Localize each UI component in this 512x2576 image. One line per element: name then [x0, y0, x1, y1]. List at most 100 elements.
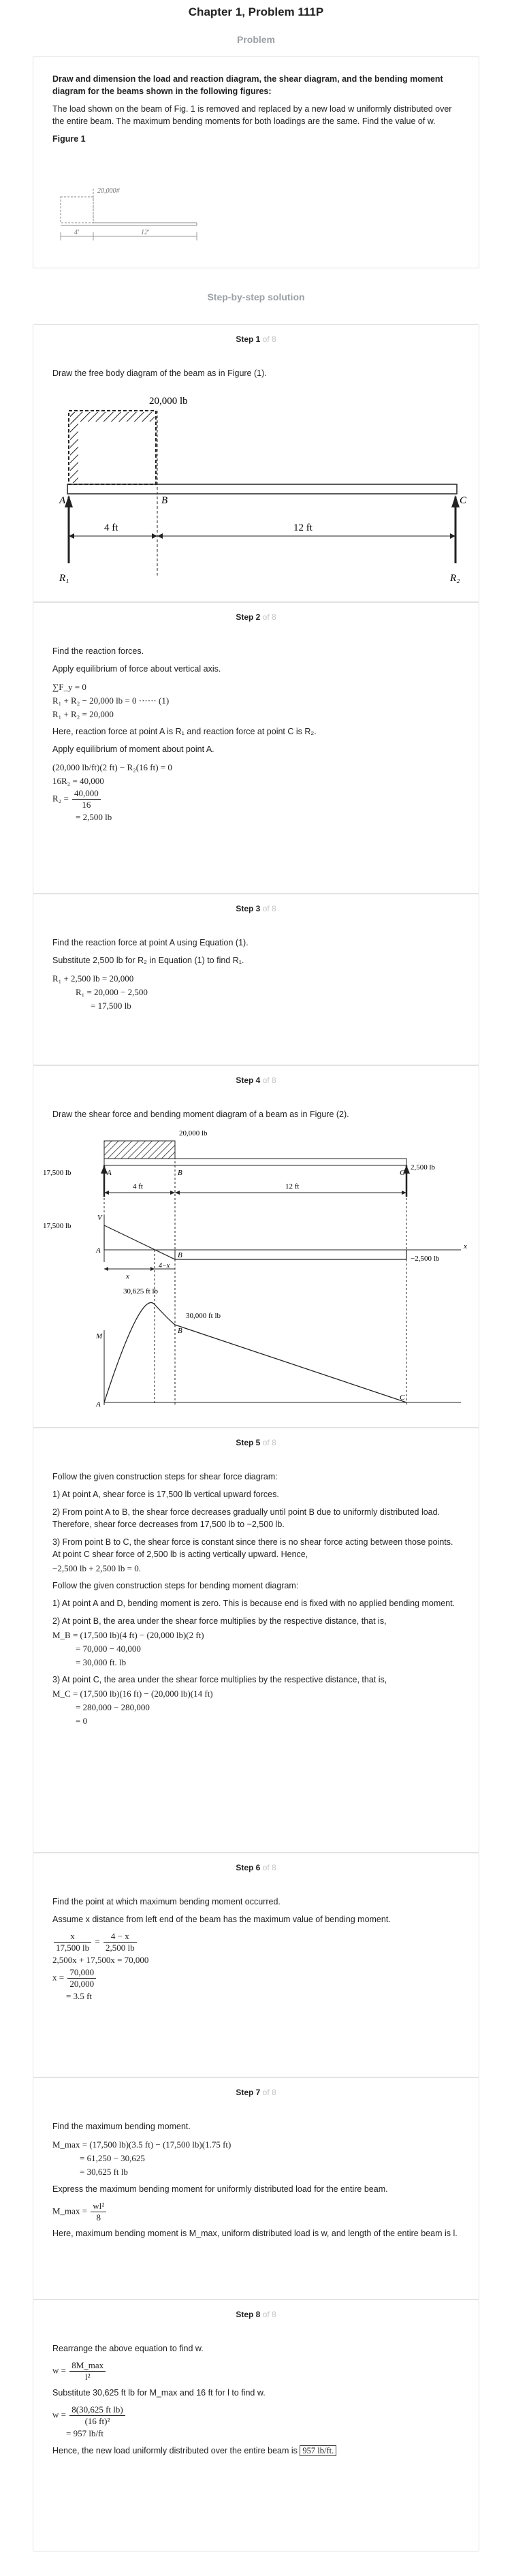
bmd-point-c: C: [400, 1394, 405, 1402]
step-8-t2: Substitute 30,625 ft lb for M_max and 16…: [52, 2388, 266, 2398]
step-5-t3: 2) From point A to B, the shear force de…: [52, 1507, 441, 1529]
step-6-label: Step 6 of 8: [236, 1863, 276, 1872]
fbd-point-a: A: [59, 495, 66, 506]
step-5-label: Step 5 of 8: [236, 1438, 276, 1447]
final-answer-box: 957 lb/ft.: [300, 2445, 337, 2456]
problem-left-span: 4': [74, 229, 80, 236]
step-4-card: Step 4 of 8 Draw the shear force and ben…: [33, 1065, 479, 1428]
step-7-t2: Express the maximum bending moment for u…: [52, 2184, 388, 2194]
step-2-label: Step 2 of 8: [236, 612, 276, 622]
sfd-bmd-figure: 20,000 lb 17,500 lb 2,500 lb A B C 4 ft …: [43, 1129, 467, 1409]
step-5-t6: 1) At point A and D, bending moment is z…: [52, 1599, 455, 1608]
step-3-card: Step 3 of 8 Find the reaction force at p…: [33, 894, 479, 1065]
fbd-r1: R₁: [59, 573, 69, 584]
fbd-load-label: 20,000 lb: [149, 396, 188, 407]
step-6-e3: = 3.5 ft: [66, 1991, 93, 2001]
step-5-e7: = 0: [76, 1716, 88, 1726]
fbd-point-b: B: [161, 495, 167, 506]
step-5-t5: Follow the given construction steps for …: [52, 1581, 299, 1590]
problem-card: Draw and dimension the load and reaction…: [33, 56, 479, 268]
step-2-t4: Apply equilibrium of moment about point …: [52, 744, 214, 754]
step-7-t3: Here, maximum bending moment is M_max, u…: [52, 2229, 458, 2238]
step-3-e3: = 17,500 lb: [91, 1001, 131, 1011]
step-2-card: Step 2 of 8 Find the reaction forces. Ap…: [33, 602, 479, 894]
step-5-e6: = 280,000 − 280,000: [76, 1702, 150, 1712]
step-3-t2: Substitute 2,500 lb for R₂ in Equation (…: [52, 956, 244, 965]
step-8-e2: w = 8(30,625 ft lb) (16 ft)²: [52, 2404, 460, 2427]
step-5-t7: 2) At point B, the area under the shear …: [52, 1616, 387, 1626]
step-2-e5: 16R₂ = 40,000: [52, 776, 104, 786]
step-2-e4: (20,000 lb/ft)(2 ft) − R₂(16 ft) = 0: [52, 762, 172, 772]
problem-load-label: 20,000#: [97, 187, 121, 195]
step-5-e1: −2,500 lb + 2,500 lb = 0.: [52, 1563, 141, 1573]
step-5-t8: 3) At point C, the area under the shear …: [52, 1675, 387, 1684]
sfd-r1-label: 17,500 lb: [43, 1169, 71, 1177]
step-5-eq-group-2: M_C = (17,500 lb)(16 ft) − (20,000 lb)(1…: [52, 1687, 460, 1728]
sfd-load-label: 20,000 lb: [179, 1129, 208, 1137]
step-7-e3: = 30,625 ft lb: [80, 2167, 128, 2177]
problem-heading: Problem: [236, 34, 275, 45]
problem-right-span: 12': [141, 229, 150, 236]
step-2-eq-group-1: ∑F_y = 0 R₁ + R₂ − 20,000 lb = 0 ······ …: [52, 680, 460, 721]
sfd-v-top-label: 17,500 lb: [43, 1222, 71, 1230]
question-text: The load shown on the beam of Fig. 1 is …: [52, 104, 452, 126]
step-4-label: Step 4 of 8: [236, 1075, 276, 1085]
sfd-dim-2: 12 ft: [285, 1182, 299, 1191]
step-4-text: Draw the shear force and bending moment …: [52, 1110, 349, 1119]
problem-figure: 20,000# 4' 12': [60, 187, 197, 240]
bmd-point-b: B: [178, 1327, 182, 1335]
step-6-proportion: x 17,500 lb = 4 − x 2,500 lb: [52, 1931, 460, 1953]
step-8-label: Step 8 of 8: [236, 2310, 276, 2319]
step-3-t1: Find the reaction force at point A using…: [52, 938, 249, 947]
step-8-e1: w = 8M_max l²: [52, 2360, 460, 2383]
bmd-m-axis: M: [95, 1332, 103, 1340]
step-2-e6: R₂ = 40,000 16: [52, 788, 460, 811]
page-title: Chapter 1, Problem 111P: [188, 5, 324, 18]
step-3-e2: R₁ = 20,000 − 2,500: [76, 987, 148, 997]
sfd-point-b: B: [178, 1169, 182, 1177]
step-7-e2: = 61,250 − 30,625: [80, 2153, 145, 2163]
step-5-t1: Follow the given construction steps for …: [52, 1472, 278, 1481]
sfd-seg-4x: 4−x: [159, 1262, 170, 1270]
step-7-t1: Find the maximum bending moment.: [52, 2122, 191, 2131]
step-8-eq-group: w = 8(30,625 ft lb) (16 ft)² = 957 lb/ft: [52, 2404, 460, 2440]
step-8-e3: = 957 lb/ft: [66, 2428, 103, 2438]
bmd-peak-label: 30,625 ft lb: [123, 1287, 159, 1295]
solution-heading: Step-by-step solution: [207, 292, 305, 302]
step-8-t3-line: Hence, the new load uniformly distribute…: [52, 2445, 460, 2457]
step-2-eq-group-2: (20,000 lb/ft)(2 ft) − R₂(16 ft) = 0 16R…: [52, 761, 460, 824]
step-1-card: Step 1 of 8 Draw the free body diagram o…: [33, 324, 479, 602]
step-8-t1: Rearrange the above equation to find w.: [52, 2344, 204, 2353]
bmd-b-label: 30,000 ft lb: [186, 1312, 221, 1320]
step-2-e7: = 2,500 lb: [76, 812, 112, 822]
step-8-t3: Hence, the new load uniformly distribute…: [52, 2446, 298, 2455]
step-7-label: Step 7 of 8: [236, 2088, 276, 2097]
step-5-t4: 3) From point B to C, the shear force is…: [52, 1537, 453, 1559]
sfd-x-axis: x: [463, 1242, 467, 1251]
step-5-e5: M_C = (17,500 lb)(16 ft) − (20,000 lb)(1…: [52, 1688, 213, 1699]
step-5-e2: M_B = (17,500 lb)(4 ft) − (20,000 lb)(2 …: [52, 1630, 204, 1640]
step-3-label: Step 3 of 8: [236, 904, 276, 913]
step-1-label: Step 1 of 8: [236, 334, 276, 344]
sfd-axis-b: B: [178, 1251, 182, 1259]
step-5-eq-group-1: M_B = (17,500 lb)(4 ft) − (20,000 lb)(2 …: [52, 1629, 460, 1669]
sfd-v-axis: V: [97, 1214, 103, 1222]
step-2-e3: R₁ + R₂ = 20,000: [52, 709, 114, 719]
sfd-point-a: A: [106, 1169, 112, 1177]
sfd-dim-1: 4 ft: [133, 1182, 143, 1191]
step-7-e4: M_max = wl² 8: [52, 2201, 460, 2223]
sfd-point-c: C: [400, 1169, 405, 1177]
step-7-eq-group-1: M_max = (17,500 lb)(3.5 ft) − (17,500 lb…: [52, 2138, 460, 2179]
step-5-card: Step 5 of 8 Follow the given constructio…: [33, 1428, 479, 1853]
step-5-e3: = 70,000 − 40,000: [76, 1644, 141, 1654]
figure-label: Figure 1: [52, 134, 86, 144]
step-6-e1: 2,500x + 17,500x = 70,000: [52, 1955, 149, 1965]
fbd-figure: 20,000 lb A B C 4 ft 12 ft R₁ R₂: [59, 396, 467, 584]
step-3-eq-group: R₁ + 2,500 lb = 20,000 R₁ = 20,000 − 2,5…: [52, 972, 460, 1013]
step-2-e2: R₁ + R₂ − 20,000 lb = 0 ······ (1): [52, 695, 170, 706]
sfd-v-bottom-label: −2,500 lb: [411, 1255, 440, 1263]
step-6-eq-group: x 17,500 lb = 4 − x 2,500 lb 2,500x + 17,5…: [52, 1931, 460, 2003]
step-7-e1: M_max = (17,500 lb)(3.5 ft) − (17,500 lb…: [52, 2139, 231, 2150]
step-2-t3: Here, reaction force at point A is R₁ an…: [52, 727, 317, 736]
